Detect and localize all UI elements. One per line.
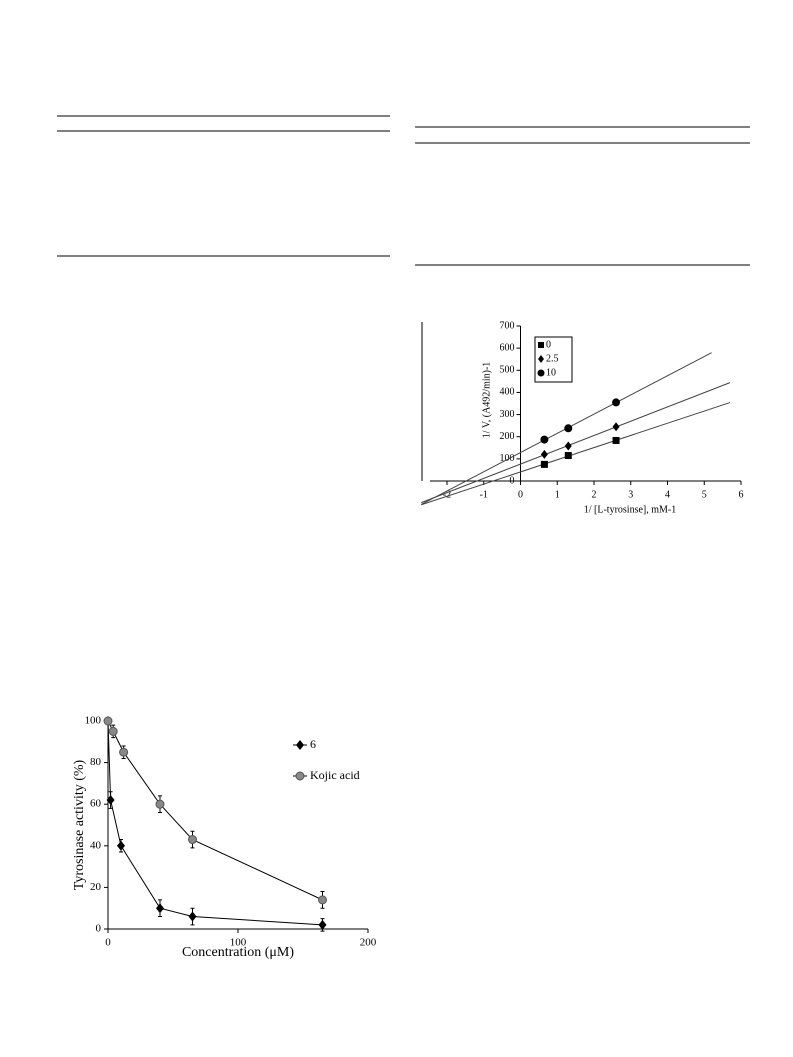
marker bbox=[318, 895, 327, 905]
x-axis-title: 1/ [L-tyrosinse], mM-1 bbox=[584, 504, 677, 515]
y-tick-label: 600 bbox=[500, 342, 515, 353]
y-tick-label: 100 bbox=[500, 453, 515, 464]
marker bbox=[295, 771, 305, 781]
legend-label: 0 bbox=[546, 339, 551, 350]
marker bbox=[108, 726, 118, 736]
legend-label: Kojic acid bbox=[310, 768, 360, 782]
marker bbox=[117, 840, 125, 851]
marker bbox=[318, 919, 327, 930]
y-tick-label: 400 bbox=[500, 387, 515, 398]
marker bbox=[188, 911, 197, 922]
y-axis-title: Tyrosinase activity (%) bbox=[72, 759, 87, 890]
marker bbox=[612, 398, 621, 407]
table-rules-left bbox=[57, 115, 390, 257]
marker bbox=[612, 436, 620, 444]
x-tick-label: -2 bbox=[443, 489, 451, 500]
marker bbox=[296, 740, 304, 750]
y-tick-label: 40 bbox=[90, 839, 102, 851]
x-tick-label: 2 bbox=[592, 489, 597, 500]
y-tick-label: 100 bbox=[85, 715, 102, 727]
y-tick-label: 80 bbox=[90, 756, 102, 768]
marker bbox=[188, 835, 197, 845]
marker bbox=[540, 435, 549, 444]
legend-label: 2.5 bbox=[546, 353, 559, 364]
y-tick-label: 20 bbox=[90, 881, 102, 893]
series-line bbox=[107, 720, 323, 926]
legend-label: 6 bbox=[310, 737, 316, 751]
marker bbox=[155, 799, 165, 809]
x-tick-label: 5 bbox=[702, 489, 707, 500]
table-rules-right bbox=[415, 126, 750, 266]
marker bbox=[538, 342, 544, 348]
marker bbox=[538, 355, 544, 363]
marker bbox=[564, 424, 573, 433]
x-tick-label: 4 bbox=[665, 489, 670, 500]
x-tick-label: 1 bbox=[555, 489, 560, 500]
legend-box bbox=[534, 336, 573, 383]
x-tick-label: 100 bbox=[230, 937, 247, 949]
y-tick-label: 0 bbox=[96, 923, 102, 935]
series-line bbox=[107, 720, 323, 901]
marker bbox=[564, 452, 572, 460]
x-axis-title: Concentration (μM) bbox=[182, 945, 294, 960]
x-tick-label: 3 bbox=[628, 489, 633, 500]
x-tick-label: -1 bbox=[480, 489, 488, 500]
marker bbox=[537, 369, 545, 377]
x-tick-label: 6 bbox=[739, 489, 744, 500]
fit-line bbox=[421, 382, 731, 504]
y-tick-label: 700 bbox=[500, 320, 515, 331]
marker bbox=[103, 716, 113, 726]
legend-label: 10 bbox=[546, 367, 556, 378]
marker bbox=[540, 449, 548, 459]
x-tick-label: 200 bbox=[360, 937, 377, 949]
marker bbox=[540, 460, 548, 468]
y-tick-label: 0 bbox=[510, 475, 515, 486]
y-tick-label: 60 bbox=[90, 798, 102, 810]
fit-line bbox=[421, 402, 731, 506]
marker bbox=[612, 422, 620, 432]
marker bbox=[119, 747, 129, 757]
marker bbox=[156, 903, 164, 914]
y-tick-label: 300 bbox=[500, 409, 515, 420]
y-axis-title: 1/ V, (A492/min)-1 bbox=[481, 362, 492, 439]
marker bbox=[106, 795, 115, 806]
marker bbox=[564, 441, 572, 451]
y-tick-label: 500 bbox=[500, 365, 515, 376]
x-tick-label: 0 bbox=[105, 937, 111, 949]
y-tick-label: 200 bbox=[500, 431, 515, 442]
x-tick-label: 0 bbox=[518, 489, 523, 500]
